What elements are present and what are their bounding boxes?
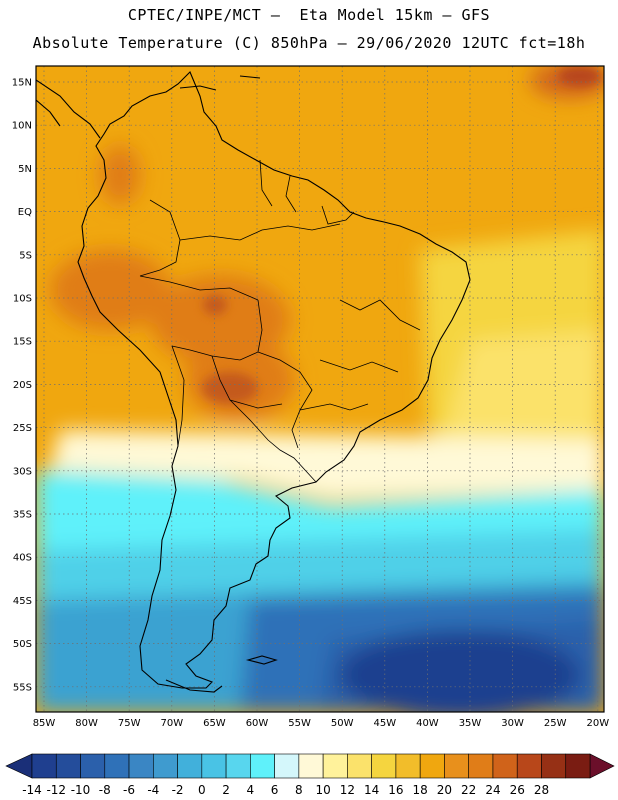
lon-label: 70W bbox=[160, 718, 183, 729]
latitude-labels: 15N 10N 5N EQ 5S 10S 15S 20S 25S 30S 35S 40S 45S 50S 5… bbox=[12, 78, 32, 694]
lat-label: 25S bbox=[13, 423, 32, 434]
colorbar-label: 20 bbox=[437, 783, 452, 797]
lon-label: 25W bbox=[544, 718, 567, 729]
colorbar-swatch bbox=[80, 753, 106, 779]
colorbar-swatch bbox=[201, 753, 227, 779]
lat-label: 50S bbox=[13, 639, 32, 650]
lon-label: 50W bbox=[331, 718, 354, 729]
colorbar-swatch bbox=[444, 753, 469, 779]
colorbar-label: 18 bbox=[413, 783, 428, 797]
colorbar-label: 2 bbox=[222, 783, 230, 797]
lat-label: 10N bbox=[12, 121, 32, 132]
colorbar-label: 26 bbox=[510, 783, 525, 797]
colorbar-swatch bbox=[298, 753, 324, 779]
colorbar-min-arrow bbox=[5, 753, 33, 779]
colorbar-swatch bbox=[225, 753, 251, 779]
colorbar-label: 8 bbox=[295, 783, 303, 797]
lat-label: 15S bbox=[13, 337, 32, 348]
colorbar-swatch bbox=[274, 753, 300, 779]
colorbar-swatch bbox=[128, 753, 154, 779]
lat-label: 5N bbox=[18, 164, 32, 175]
lon-label: 20W bbox=[586, 718, 609, 729]
lon-label: 35W bbox=[459, 718, 482, 729]
lon-label: 60W bbox=[246, 718, 269, 729]
lat-label: 45S bbox=[13, 596, 32, 607]
lat-label: 10S bbox=[13, 294, 32, 305]
lat-label: 30S bbox=[13, 466, 32, 477]
lon-label: 75W bbox=[118, 718, 141, 729]
colorbar-swatch bbox=[55, 753, 81, 779]
colorbar-swatch bbox=[468, 753, 494, 779]
coastline bbox=[36, 71, 471, 693]
colorbar-label: -2 bbox=[172, 783, 184, 797]
lat-label: EQ bbox=[18, 207, 32, 218]
lat-label: 15N bbox=[12, 78, 32, 89]
colorbar-swatch bbox=[541, 753, 567, 779]
colorbar-label: -12 bbox=[46, 783, 66, 797]
colorbar-swatch bbox=[322, 753, 348, 779]
colorbar-label: -6 bbox=[123, 783, 135, 797]
colorbar-label: -8 bbox=[99, 783, 111, 797]
colorbar-swatch bbox=[153, 753, 178, 779]
lat-label: 20S bbox=[13, 380, 32, 391]
colorbar-max-arrow bbox=[589, 753, 615, 779]
colorbar-labels: -14 -12 -10 -8 -6 -4 -2 0 2 4 6 8 10 12 14 16 18 20 22 24 26… bbox=[22, 783, 549, 797]
lat-label: 5S bbox=[19, 250, 32, 261]
temperature-field bbox=[36, 66, 604, 712]
colorbar-label: 0 bbox=[198, 783, 206, 797]
colorbar-label: 10 bbox=[315, 783, 330, 797]
plot-frame bbox=[35, 65, 605, 713]
colorbar-label: -4 bbox=[147, 783, 159, 797]
colorbar-label: 14 bbox=[364, 783, 379, 797]
map-title-line2: Absolute Temperature (C) 850hPa – 29/06/… bbox=[32, 34, 586, 52]
lon-label: 45W bbox=[373, 718, 396, 729]
lon-label: 85W bbox=[33, 718, 56, 729]
lat-label: 55S bbox=[13, 682, 32, 693]
lon-label: 80W bbox=[75, 718, 98, 729]
colorbar-swatch bbox=[347, 753, 372, 779]
colorbar-label: -14 bbox=[22, 783, 42, 797]
colorbar-label: 22 bbox=[461, 783, 476, 797]
colorbar-label: 12 bbox=[340, 783, 355, 797]
lon-label: 40W bbox=[416, 718, 439, 729]
lat-label: 40S bbox=[13, 553, 32, 564]
colorbar-label: -10 bbox=[71, 783, 91, 797]
lon-label: 65W bbox=[203, 718, 226, 729]
lat-label: 35S bbox=[13, 510, 32, 521]
temperature-colorbar bbox=[5, 753, 615, 779]
colorbar-swatch bbox=[419, 753, 445, 779]
map-title-line1: CPTEC/INPE/MCT – Eta Model 15km – GFS bbox=[127, 6, 491, 24]
colorbar-label: 24 bbox=[485, 783, 500, 797]
country-borders bbox=[139, 159, 421, 483]
colorbar-label: 6 bbox=[271, 783, 279, 797]
colorbar-swatch bbox=[104, 753, 130, 779]
colorbar-label: 4 bbox=[247, 783, 255, 797]
lon-label: 55W bbox=[288, 718, 311, 729]
colorbar-swatch bbox=[31, 753, 57, 779]
longitude-labels: 85W 80W 75W 70W 65W 60W 55W 50W 45W 40W 35W 30W 25W 2… bbox=[33, 718, 610, 729]
colorbar-swatch bbox=[371, 753, 397, 779]
colorbar-swatch bbox=[395, 753, 421, 779]
graticule bbox=[36, 66, 604, 712]
colorbar-label: 16 bbox=[388, 783, 403, 797]
colorbar-label: 28 bbox=[534, 783, 549, 797]
colorbar-swatch bbox=[250, 753, 275, 779]
colorbar-swatch bbox=[516, 753, 542, 779]
lon-label: 30W bbox=[501, 718, 524, 729]
colorbar-swatch bbox=[565, 753, 591, 779]
colorbar-swatch bbox=[177, 753, 203, 779]
colorbar-swatch bbox=[492, 753, 518, 779]
